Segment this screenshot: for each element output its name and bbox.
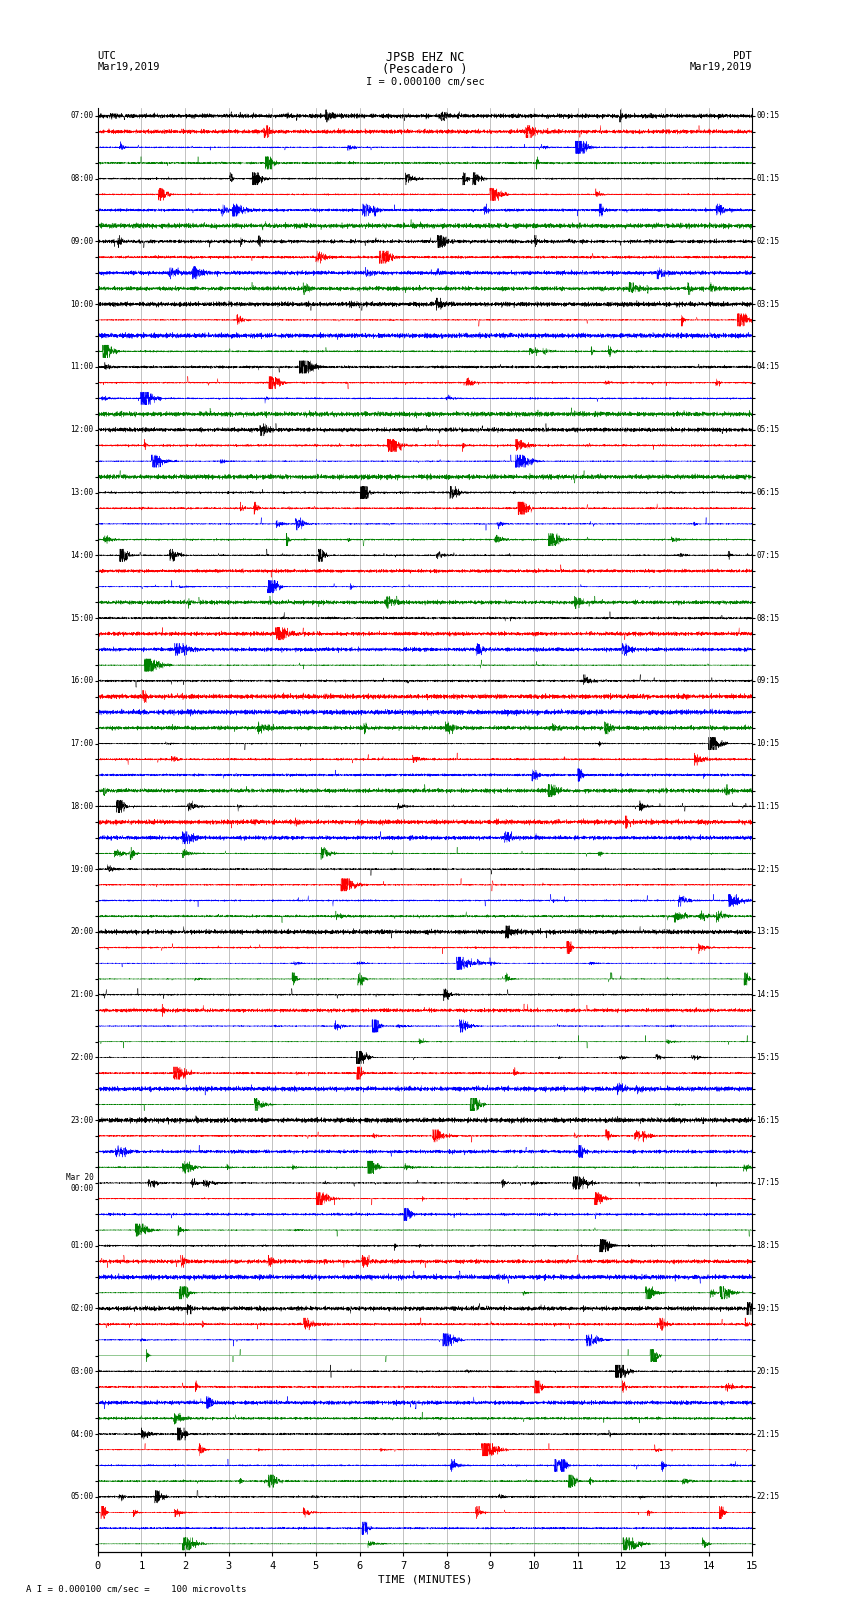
Text: (Pescadero ): (Pescadero )	[382, 63, 468, 76]
X-axis label: TIME (MINUTES): TIME (MINUTES)	[377, 1574, 473, 1586]
Text: PDT: PDT	[734, 52, 752, 61]
Text: Mar19,2019: Mar19,2019	[689, 61, 752, 71]
Text: UTC: UTC	[98, 52, 116, 61]
Text: JPSB EHZ NC: JPSB EHZ NC	[386, 50, 464, 65]
Text: A I = 0.000100 cm/sec =    100 microvolts: A I = 0.000100 cm/sec = 100 microvolts	[26, 1584, 246, 1594]
Text: Mar19,2019: Mar19,2019	[98, 61, 161, 71]
Text: I = 0.000100 cm/sec: I = 0.000100 cm/sec	[366, 77, 484, 87]
